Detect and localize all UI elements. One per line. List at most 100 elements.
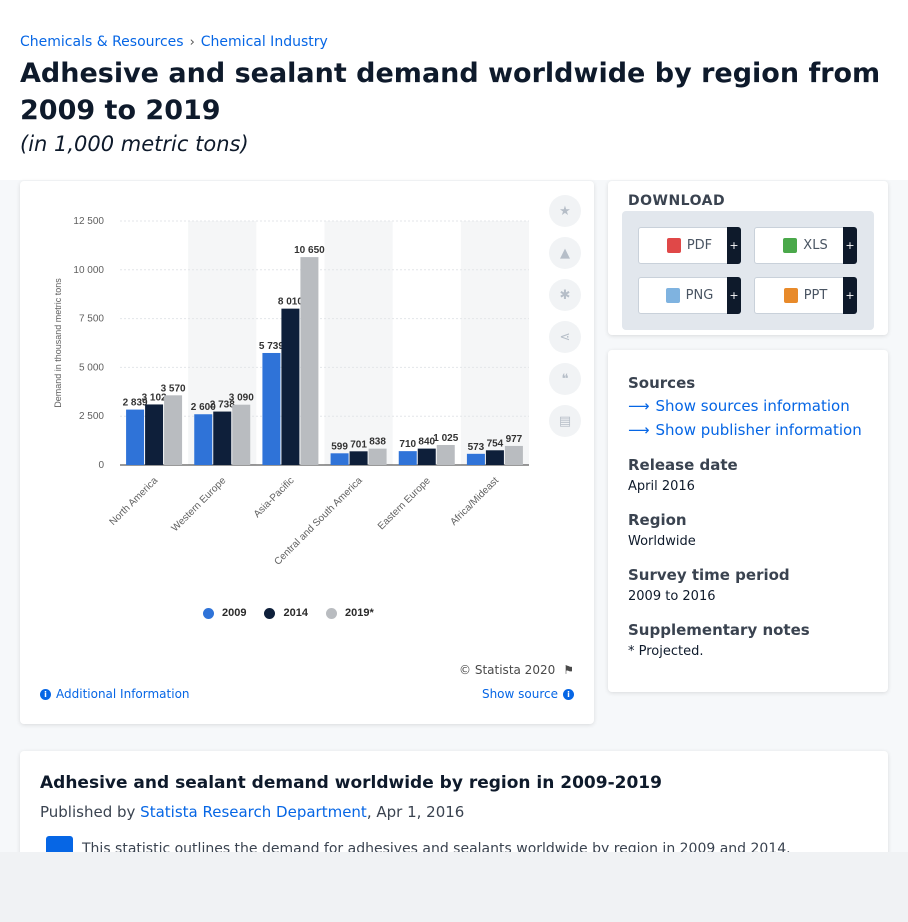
download-title: DOWNLOAD	[628, 193, 726, 209]
legend-item-2009[interactable]: 2009	[203, 607, 246, 619]
survey-period-value: 2009 to 2016	[628, 589, 716, 604]
gear-icon[interactable]: ✱	[549, 279, 581, 311]
legend-label-2009: 2009	[222, 607, 247, 619]
xls-file-icon	[783, 238, 798, 253]
xls-label: XLS	[803, 238, 828, 253]
bar	[368, 448, 387, 465]
pdf-label: PDF	[686, 238, 713, 253]
published-by: Published by Statista Research Departmen…	[40, 803, 464, 821]
release-date-value: April 2016	[628, 479, 695, 494]
bar	[194, 414, 213, 465]
page-subtitle: (in 1,000 metric tons)	[20, 132, 249, 156]
chart-toolbar: ★ ▲ ✱ ⋖ ❝ ▤	[549, 195, 581, 437]
download-png-button[interactable]: PNG +	[638, 277, 741, 314]
y-tick-label: 2 500	[79, 411, 104, 422]
print-icon[interactable]: ▤	[549, 405, 581, 437]
bar	[164, 395, 183, 465]
bar-value-label: 3 570	[161, 383, 186, 394]
x-tick-label: Asia-Pacific	[252, 475, 297, 520]
bar	[330, 453, 349, 465]
bar	[232, 404, 251, 465]
quote-icon[interactable]: ❝	[549, 363, 581, 395]
flag-icon[interactable]: ⚑	[563, 663, 574, 677]
bar	[504, 445, 523, 465]
bar-value-label: 3 090	[229, 393, 254, 404]
survey-period-label: Survey time period	[628, 566, 790, 584]
png-plus[interactable]: +	[727, 277, 741, 314]
x-tick-label: Eastern Europe	[376, 475, 433, 532]
bar	[485, 450, 504, 465]
ppt-file-icon	[783, 288, 798, 303]
arrow-right-icon: ⟶	[628, 397, 650, 415]
download-box: PDF + XLS + PNG + PPT +	[622, 211, 874, 330]
share-icon[interactable]: ⋖	[549, 321, 581, 353]
legend-dot-2019	[325, 607, 337, 619]
legend-label-2014: 2014	[283, 607, 308, 619]
xls-plus[interactable]: +	[843, 227, 857, 264]
y-tick-label: 5 000	[79, 362, 104, 373]
release-date-label: Release date	[628, 456, 738, 474]
bar-value-label: 710	[399, 439, 416, 450]
region-value: Worldwide	[628, 534, 696, 549]
column-band	[324, 221, 393, 465]
show-source-label: Show source	[481, 687, 558, 701]
breadcrumb: Chemicals & Resources › Chemical Industr…	[20, 34, 328, 50]
legend-dot-2014	[264, 607, 276, 619]
bar	[262, 352, 281, 465]
page-header: Chemicals & Resources › Chemical Industr…	[0, 0, 908, 180]
show-sources-link[interactable]: ⟶ Show sources information	[628, 397, 850, 415]
bar-value-label: 977	[506, 434, 523, 445]
x-tick-label: North America	[108, 475, 161, 528]
bar-value-label: 10 650	[294, 245, 325, 256]
ppt-plus[interactable]: +	[843, 277, 857, 314]
arrow-right-icon: ⟶	[628, 421, 650, 439]
star-icon[interactable]: ★	[549, 195, 581, 227]
supplementary-notes-value: * Projected.	[628, 644, 704, 659]
page-title: Adhesive and sealant demand worldwide by…	[20, 58, 881, 126]
bar	[417, 448, 436, 465]
download-xls-button[interactable]: XLS +	[754, 227, 857, 264]
download-card: DOWNLOAD PDF + XLS + PNG + PPT +	[608, 181, 888, 335]
legend-item-2019[interactable]: 2019*	[325, 607, 374, 619]
publisher-link[interactable]: Statista Research Department	[140, 803, 367, 821]
copyright-text: © Statista 2020	[459, 663, 556, 677]
column-band	[460, 221, 529, 465]
bell-icon[interactable]: ▲	[549, 237, 581, 269]
png-file-icon	[665, 288, 680, 303]
show-sources-label: Show sources information	[655, 397, 850, 415]
bar	[300, 257, 319, 465]
additional-info-link[interactable]: i Additional Information	[40, 687, 190, 701]
region-label: Region	[628, 511, 687, 529]
chart: 0 2 500 5 000 7 500 10 000 12 500 Demand in th…	[53, 216, 529, 568]
download-pdf-button[interactable]: PDF +	[638, 227, 741, 264]
bar	[466, 453, 485, 465]
legend-item-2014[interactable]: 2014	[264, 607, 308, 619]
additional-info-label: Additional Information	[56, 687, 190, 701]
ppt-label: PPT	[803, 288, 828, 303]
supplementary-notes-label: Supplementary notes	[628, 621, 810, 639]
bar	[349, 451, 368, 465]
bar	[281, 308, 300, 465]
legend-dot-2009	[203, 607, 214, 619]
x-tick-label: Western Europe	[170, 475, 229, 534]
pdf-file-icon	[666, 238, 681, 253]
chart-card: 0 2 500 5 000 7 500 10 000 12 500 Demand in th…	[20, 181, 594, 724]
breadcrumb-chemical-industry[interactable]: Chemical Industry	[200, 34, 328, 50]
show-publisher-link[interactable]: ⟶ Show publisher information	[628, 421, 862, 439]
bar-value-label: 754	[487, 438, 504, 449]
published-date: , Apr 1, 2016	[366, 803, 465, 821]
bar	[126, 409, 145, 465]
chart-copyright: © Statista 2020 ⚑	[459, 663, 574, 677]
download-ppt-button[interactable]: PPT +	[754, 277, 857, 314]
bottom-banner	[0, 852, 908, 922]
chart-legend: 2009 2014 2019*	[203, 607, 374, 619]
x-tick-label: Africa/Mideast	[448, 475, 501, 528]
bar-value-label: 2 839	[123, 398, 148, 409]
published-by-label: Published by	[40, 803, 136, 821]
breadcrumb-chemicals[interactable]: Chemicals & Resources	[20, 34, 184, 50]
bar-value-label: 573	[468, 442, 485, 453]
show-publisher-label: Show publisher information	[655, 421, 862, 439]
show-source-link[interactable]: Show source i	[482, 687, 574, 701]
bar-value-label: 838	[369, 437, 386, 448]
pdf-plus[interactable]: +	[727, 227, 741, 264]
